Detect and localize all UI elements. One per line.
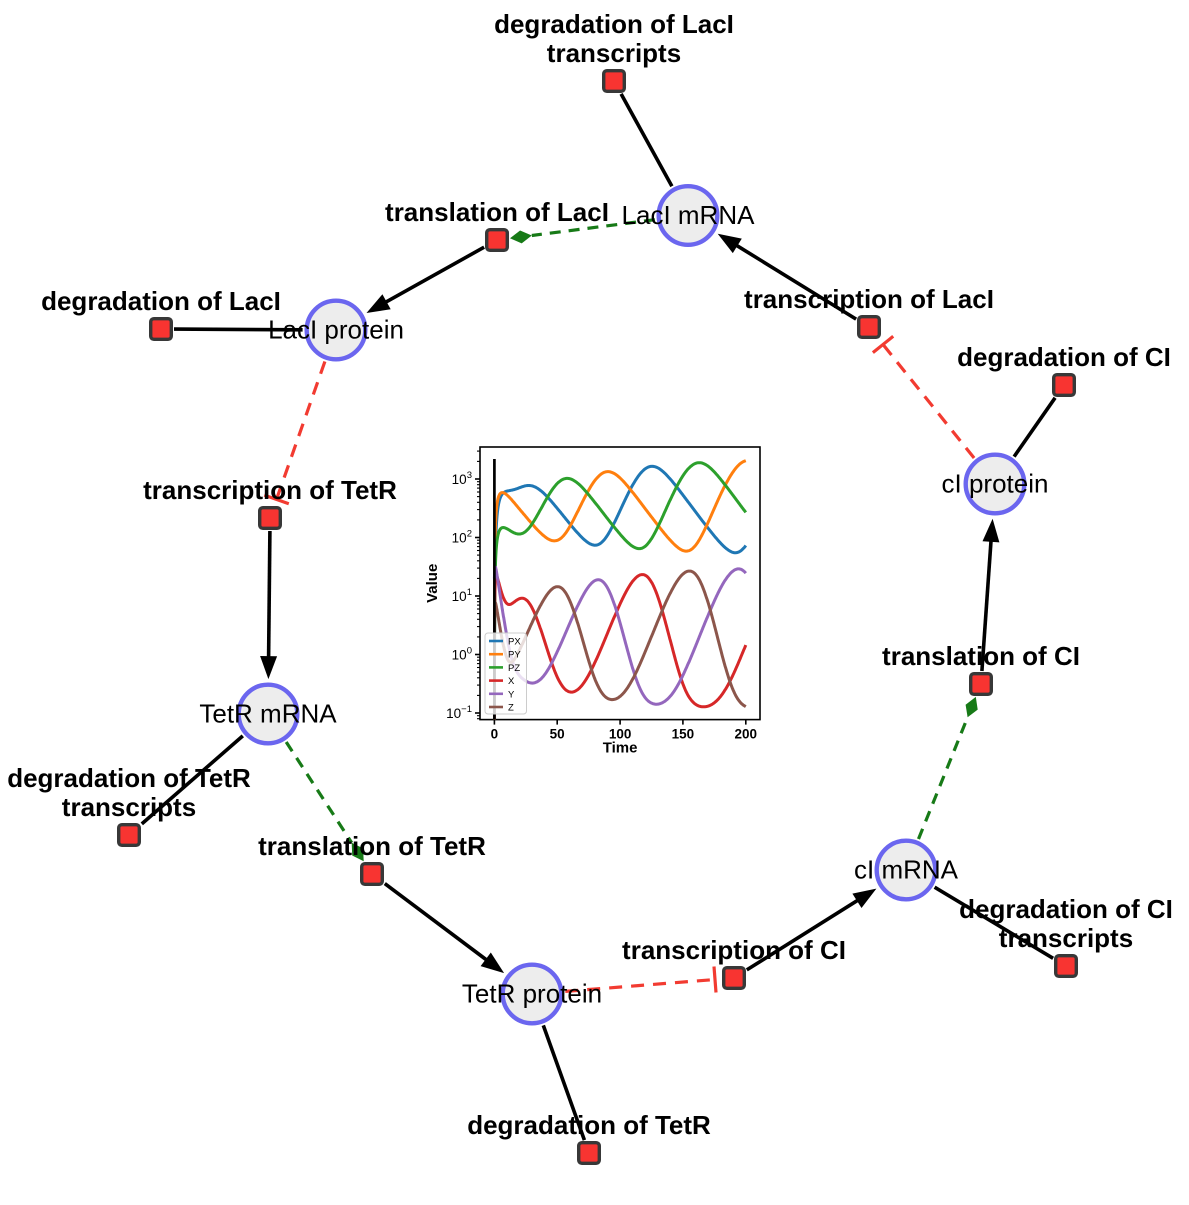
svg-text:Z: Z [508,703,514,714]
svg-text:LacI protein: LacI protein [268,315,404,345]
svg-text:transcripts: transcripts [999,923,1133,953]
svg-text:50: 50 [550,727,565,742]
svg-text:100: 100 [609,727,632,742]
svg-text:PX: PX [508,637,521,648]
svg-text:X: X [508,676,515,687]
svg-text:LacI mRNA: LacI mRNA [622,200,756,230]
svg-text:degradation of TetR: degradation of TetR [467,1110,711,1140]
svg-text:degradation of TetR: degradation of TetR [7,763,251,793]
svg-text:0: 0 [491,727,499,742]
svg-text:translation of LacI: translation of LacI [385,197,609,227]
svg-text:TetR mRNA: TetR mRNA [199,699,337,729]
svg-text:degradation of CI: degradation of CI [959,894,1173,924]
svg-text:transcripts: transcripts [62,792,196,822]
svg-text:transcripts: transcripts [547,38,681,68]
svg-text:Y: Y [508,689,515,700]
svg-text:translation of TetR: translation of TetR [258,831,486,861]
svg-text:Value: Value [424,564,441,603]
svg-text:PZ: PZ [508,663,520,674]
svg-text:translation of CI: translation of CI [882,641,1080,671]
svg-text:degradation of CI: degradation of CI [957,342,1171,372]
svg-text:200: 200 [735,727,758,742]
svg-text:PY: PY [508,650,521,661]
svg-text:transcription of CI: transcription of CI [622,935,846,965]
svg-text:TetR protein: TetR protein [462,979,602,1009]
svg-text:transcription of LacI: transcription of LacI [744,284,994,314]
svg-text:cI protein: cI protein [942,469,1049,499]
svg-text:cI mRNA: cI mRNA [854,855,959,885]
svg-text:degradation of LacI: degradation of LacI [494,9,734,39]
svg-text:transcription of TetR: transcription of TetR [143,475,397,505]
svg-text:Time: Time [603,740,638,757]
svg-text:150: 150 [672,727,695,742]
svg-text:degradation of LacI: degradation of LacI [41,286,281,316]
